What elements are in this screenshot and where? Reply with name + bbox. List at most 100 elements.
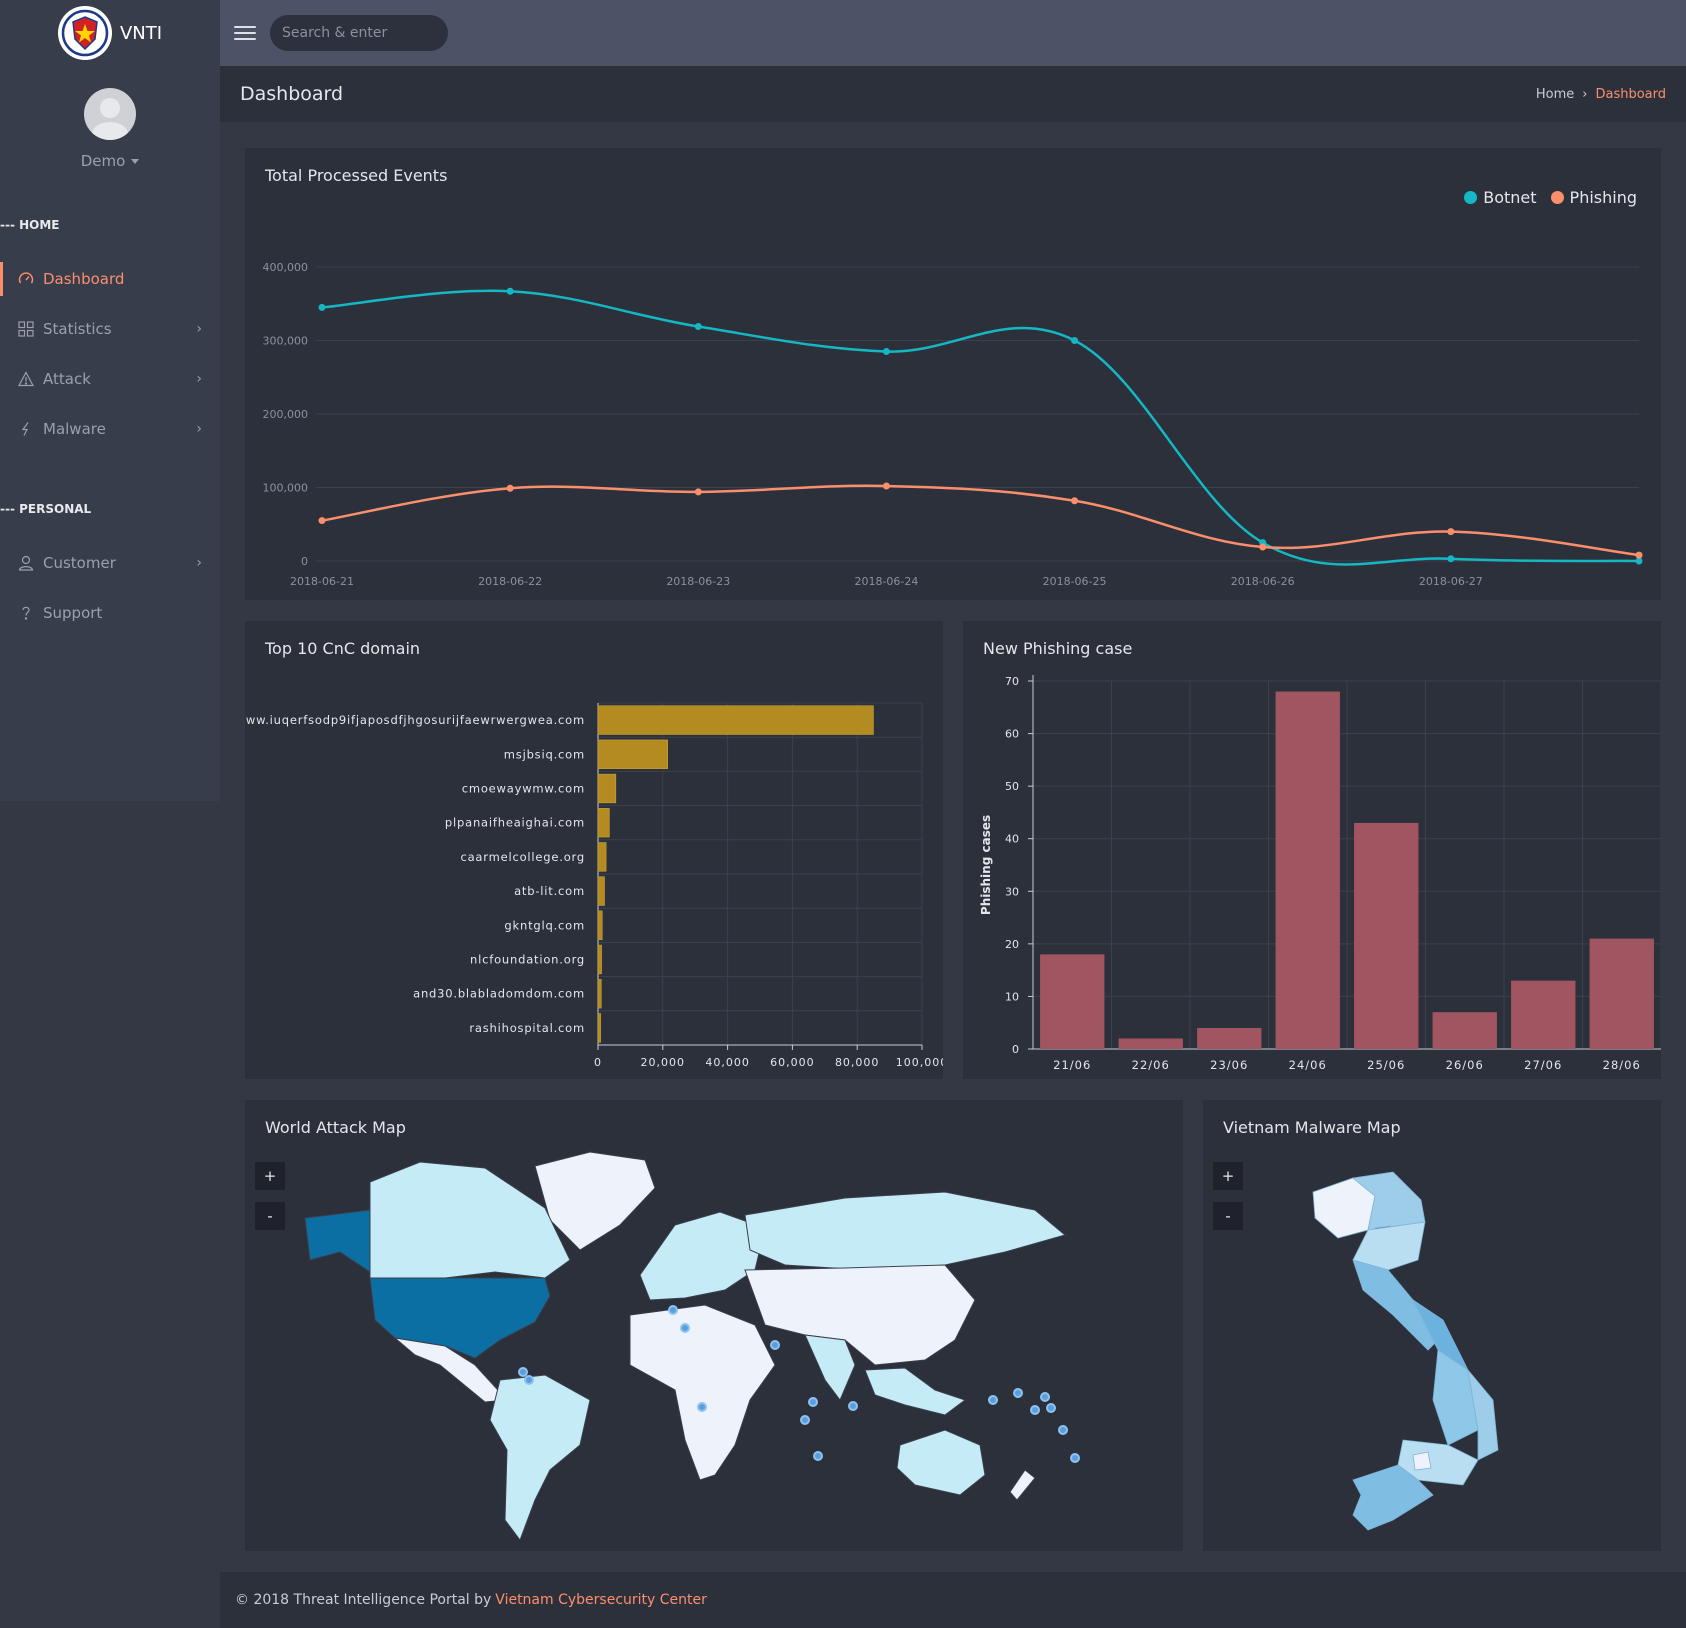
map-zoom-out-button[interactable]: -	[255, 1202, 285, 1230]
footer: © 2018 Threat Intelligence Portal by Vie…	[220, 1572, 1686, 1628]
x-tick-label: 2018-06-26	[1231, 575, 1295, 588]
data-point[interactable]	[318, 517, 326, 525]
data-point[interactable]	[1635, 551, 1643, 559]
brand-name: VNTI	[119, 22, 163, 44]
question-icon	[17, 604, 35, 622]
sidebar-item-label: Attack	[43, 370, 91, 388]
x-tick-label: 26/06	[1446, 1058, 1484, 1072]
y-tick-label: 40	[1005, 833, 1019, 846]
y-tick-label: 10	[1005, 990, 1019, 1003]
bar[interactable]	[1197, 1027, 1262, 1049]
map-region-india	[804, 1334, 856, 1401]
hamburger-menu-icon[interactable]	[234, 22, 256, 44]
bar[interactable]	[597, 773, 617, 804]
attack-marker	[813, 1451, 823, 1461]
legend-item-botnet[interactable]: Botnet	[1464, 188, 1537, 207]
bar[interactable]	[597, 979, 602, 1009]
map-region-south-central-coast	[1467, 1368, 1499, 1461]
gauge-icon	[17, 270, 35, 288]
map-region-alaska	[304, 1209, 371, 1273]
sidebar-item-support[interactable]: Support	[0, 588, 220, 638]
bar[interactable]	[1118, 1038, 1183, 1049]
chevron-right-icon: ›	[196, 321, 202, 337]
map-zoom-in-button[interactable]: +	[1213, 1162, 1243, 1190]
sidebar-item-dashboard[interactable]: Dashboard	[0, 254, 220, 304]
data-point[interactable]	[1071, 337, 1079, 344]
chevron-right-icon: ›	[196, 555, 202, 571]
phishing-card: New Phishing case 0 10 20 30 40 50 60 70 Phishin…	[963, 621, 1661, 1079]
series-line-botnet[interactable]	[321, 289, 1640, 566]
data-point[interactable]	[1635, 557, 1643, 565]
map-region-red-river-delta	[1352, 1221, 1426, 1271]
vietnam-map[interactable]	[1203, 1100, 1661, 1551]
search-input[interactable]	[270, 15, 448, 51]
chevron-right-icon: ›	[196, 421, 202, 437]
user-silhouette-icon	[92, 98, 128, 140]
y-tick-label: 200,000	[263, 408, 309, 421]
category-label: caarmelcollege.org	[460, 850, 585, 864]
bar[interactable]	[1040, 954, 1105, 1049]
chevron-right-icon: ›	[1582, 86, 1588, 102]
phishing-bar-chart: 0 10 20 30 40 50 60 70 Phishing cases 21/06 22/06 2…	[979, 675, 1661, 1072]
y-tick-label: 400,000	[263, 261, 309, 274]
data-point[interactable]	[694, 323, 702, 331]
sidebar-item-malware[interactable]: Malware ›	[0, 404, 220, 454]
y-tick-label: 30	[1005, 885, 1019, 898]
brand-logo[interactable]	[57, 6, 112, 60]
bar[interactable]	[1275, 691, 1340, 1049]
x-tick-label: 2018-06-25	[1043, 575, 1107, 588]
sidebar-item-label: Dashboard	[43, 270, 125, 288]
bar[interactable]	[597, 739, 668, 769]
y-tick-label: 0	[301, 555, 308, 568]
bar[interactable]	[597, 842, 607, 872]
bar[interactable]	[597, 1013, 601, 1043]
bar[interactable]	[1354, 822, 1419, 1049]
attack-marker	[524, 1375, 534, 1385]
legend-label: Botnet	[1483, 188, 1537, 207]
data-point[interactable]	[694, 488, 702, 496]
data-point[interactable]	[882, 482, 890, 490]
cnc-bar-chart: 0 20,000 40,000 60,000 80,000 100,000 www.iuqe…	[245, 702, 943, 1069]
category-label: www.iuqerfsodp9ifjaposdfjhgosurijfaewrwe…	[245, 713, 585, 727]
legend-item-phishing[interactable]: Phishing	[1550, 188, 1637, 207]
category-label: rashihospital.com	[469, 1021, 585, 1035]
map-region-russia	[744, 1191, 1067, 1271]
y-tick-label: 60	[1005, 728, 1019, 741]
bar[interactable]	[597, 808, 610, 838]
bar[interactable]	[597, 944, 602, 975]
avatar[interactable]	[84, 88, 136, 140]
data-point[interactable]	[1447, 555, 1455, 563]
bar[interactable]	[1589, 938, 1654, 1049]
series-line-phishing[interactable]	[321, 484, 1640, 557]
sidebar: VNTI Demo --- HOME Dashboard Statistics …	[0, 0, 220, 801]
map-zoom-in-button[interactable]: +	[255, 1162, 285, 1190]
data-point[interactable]	[506, 484, 514, 492]
map-region-africa	[629, 1304, 776, 1481]
user-icon	[17, 554, 35, 572]
map-region-ho-chi-minh	[1412, 1451, 1432, 1471]
data-point[interactable]	[882, 348, 890, 356]
bar[interactable]	[597, 876, 605, 906]
data-point[interactable]	[506, 287, 514, 295]
sidebar-item-attack[interactable]: Attack ›	[0, 354, 220, 404]
bar[interactable]	[1432, 1012, 1497, 1049]
data-point[interactable]	[1071, 497, 1079, 505]
footer-link[interactable]: Vietnam Cybersecurity Center	[495, 1592, 707, 1608]
map-zoom-out-button[interactable]: -	[1213, 1202, 1243, 1230]
data-point[interactable]	[1447, 528, 1455, 536]
user-dropdown[interactable]: Demo	[81, 152, 140, 170]
shield-star-icon	[61, 9, 109, 57]
data-point[interactable]	[1259, 543, 1267, 551]
bar[interactable]	[597, 910, 603, 940]
world-map[interactable]	[245, 1100, 1183, 1551]
x-tick-label: 21/06	[1053, 1058, 1091, 1072]
data-point[interactable]	[318, 303, 326, 311]
x-tick-label: 28/06	[1603, 1058, 1641, 1072]
category-label: gkntglq.com	[504, 918, 585, 932]
breadcrumb-home-link[interactable]: Home	[1535, 86, 1575, 102]
sidebar-item-statistics[interactable]: Statistics ›	[0, 304, 220, 354]
x-tick-label: 2018-06-27	[1419, 575, 1483, 588]
bar[interactable]	[1511, 980, 1576, 1049]
sidebar-item-customer[interactable]: Customer ›	[0, 538, 220, 588]
bar[interactable]	[597, 705, 874, 735]
